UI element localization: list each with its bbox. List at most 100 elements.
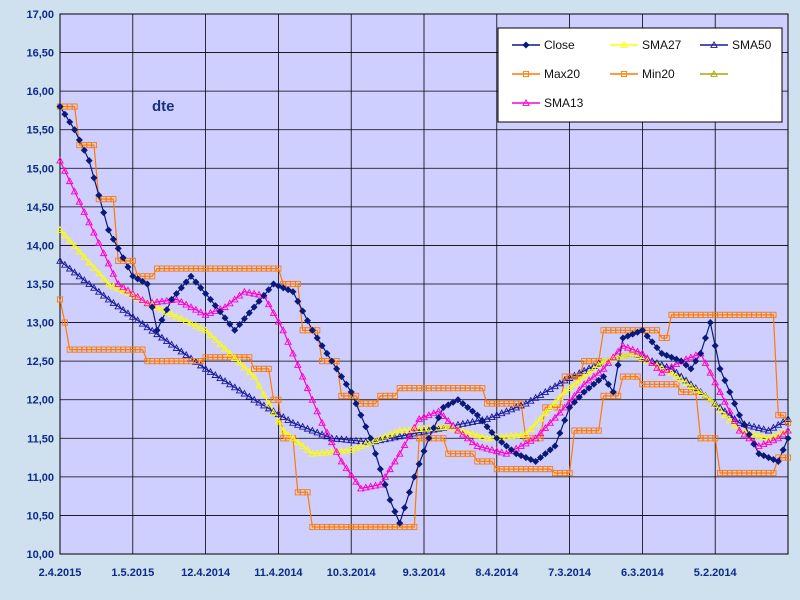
data-point-close: [192, 278, 200, 286]
data-point-sma27: [381, 432, 390, 440]
legend-marker: [620, 40, 628, 48]
data-point-close: [614, 361, 622, 369]
x-tick-label: 1.5.2015: [111, 567, 154, 579]
data-point-sma13: [619, 341, 627, 349]
x-tick-label: 8.4.2014: [475, 567, 519, 579]
data-point-sma50: [308, 426, 317, 434]
data-point-sma13: [75, 197, 84, 205]
data-point-close: [697, 349, 705, 357]
data-point-sma27: [65, 236, 74, 244]
data-point-close: [362, 423, 370, 431]
data-point-max20: [576, 373, 583, 380]
y-tick-label: 14,50: [26, 202, 54, 214]
x-tick-label: 10.3.2014: [327, 567, 377, 579]
data-point-sma13: [245, 288, 254, 296]
data-point-close: [163, 306, 171, 314]
data-point-sma50: [342, 435, 351, 443]
data-point-sma50: [745, 421, 754, 429]
data-point-sma27: [337, 446, 346, 454]
data-point-close: [371, 450, 379, 458]
data-point-sma13: [274, 317, 283, 325]
data-point-sma13: [327, 438, 336, 446]
data-point-sma13: [560, 403, 569, 411]
data-point-sma27: [395, 426, 404, 434]
data-point-min20: [547, 466, 554, 473]
data-point-sma27: [201, 326, 210, 334]
data-point-sma13: [70, 187, 79, 195]
data-point-sma50: [643, 355, 652, 363]
data-point-min20: [784, 454, 792, 461]
y-tick-label: 14,00: [26, 240, 54, 252]
data-point-max20: [372, 400, 379, 407]
data-point-sma50: [269, 407, 278, 415]
data-point-sma27: [575, 376, 584, 384]
data-point-sma27: [196, 323, 205, 331]
data-point-close: [231, 326, 239, 334]
legend: Close SMA27 SMA50 Max20 Min20 SMA13: [497, 27, 783, 123]
data-point-sma27: [250, 372, 258, 380]
data-point-sma50: [502, 407, 511, 415]
legend-item: SMA50: [700, 38, 772, 52]
data-point-sma13: [609, 353, 618, 361]
data-point-sma13: [429, 409, 438, 417]
data-point-close: [71, 126, 79, 134]
data-point-sma50: [230, 383, 239, 391]
data-point-sma50: [80, 276, 89, 284]
data-point-sma13: [638, 349, 647, 357]
data-point-close: [478, 417, 486, 425]
data-point-sma50: [211, 371, 220, 378]
data-point-sma13: [463, 434, 472, 442]
data-point-sma13: [182, 300, 191, 308]
data-point-sma13: [381, 472, 390, 480]
data-point-sma27: [517, 430, 525, 438]
legend-item: [700, 69, 728, 77]
data-point-sma27: [716, 405, 724, 413]
data-point-close: [236, 320, 244, 329]
data-point-sma27: [531, 419, 540, 427]
data-point-sma50: [405, 430, 414, 438]
data-point-sma50: [119, 305, 127, 313]
data-point-sma13: [177, 297, 186, 305]
data-point-close: [522, 454, 530, 462]
data-point-close: [430, 424, 438, 432]
data-point-sma27: [526, 425, 535, 433]
data-point-close: [687, 365, 695, 373]
data-point-close: [667, 353, 676, 361]
data-point-sma50: [90, 283, 98, 291]
data-point-sma13: [449, 421, 457, 429]
data-point-sma27: [507, 431, 516, 439]
data-point-close: [701, 334, 710, 342]
data-point-sma27: [342, 446, 351, 454]
data-point-sma13: [60, 166, 69, 174]
data-point-sma50: [677, 372, 686, 380]
data-point-close: [532, 457, 540, 465]
data-point-sma13: [648, 359, 656, 367]
data-point-sma13: [289, 349, 297, 357]
data-point-sma27: [740, 427, 749, 435]
data-point-sma27: [522, 430, 530, 438]
data-point-close: [134, 275, 142, 283]
data-point-sma27: [235, 358, 244, 366]
data-point-sma50: [60, 260, 69, 268]
data-point-sma50: [323, 432, 331, 440]
data-point-sma27: [269, 408, 278, 416]
legend-item: Close: [512, 38, 575, 52]
data-point-close: [609, 388, 617, 396]
data-point-close: [745, 430, 753, 438]
data-point-close: [274, 282, 282, 290]
data-point-close: [464, 403, 472, 411]
data-point-close: [80, 146, 88, 154]
data-point-close: [731, 400, 739, 408]
data-point-sma13: [531, 434, 540, 442]
data-point-close: [740, 421, 748, 429]
data-point-close: [512, 450, 520, 458]
data-point-sma50: [687, 380, 695, 388]
data-point-sma50: [318, 430, 326, 438]
data-point-sma13: [735, 426, 744, 434]
legend-marker: [522, 98, 530, 106]
data-point-sma27: [391, 428, 399, 436]
x-tick-label: 2.4.2015: [39, 567, 82, 579]
data-point-sma27: [80, 252, 89, 260]
data-point-sma50: [750, 422, 758, 430]
data-point-sma27: [502, 432, 511, 440]
